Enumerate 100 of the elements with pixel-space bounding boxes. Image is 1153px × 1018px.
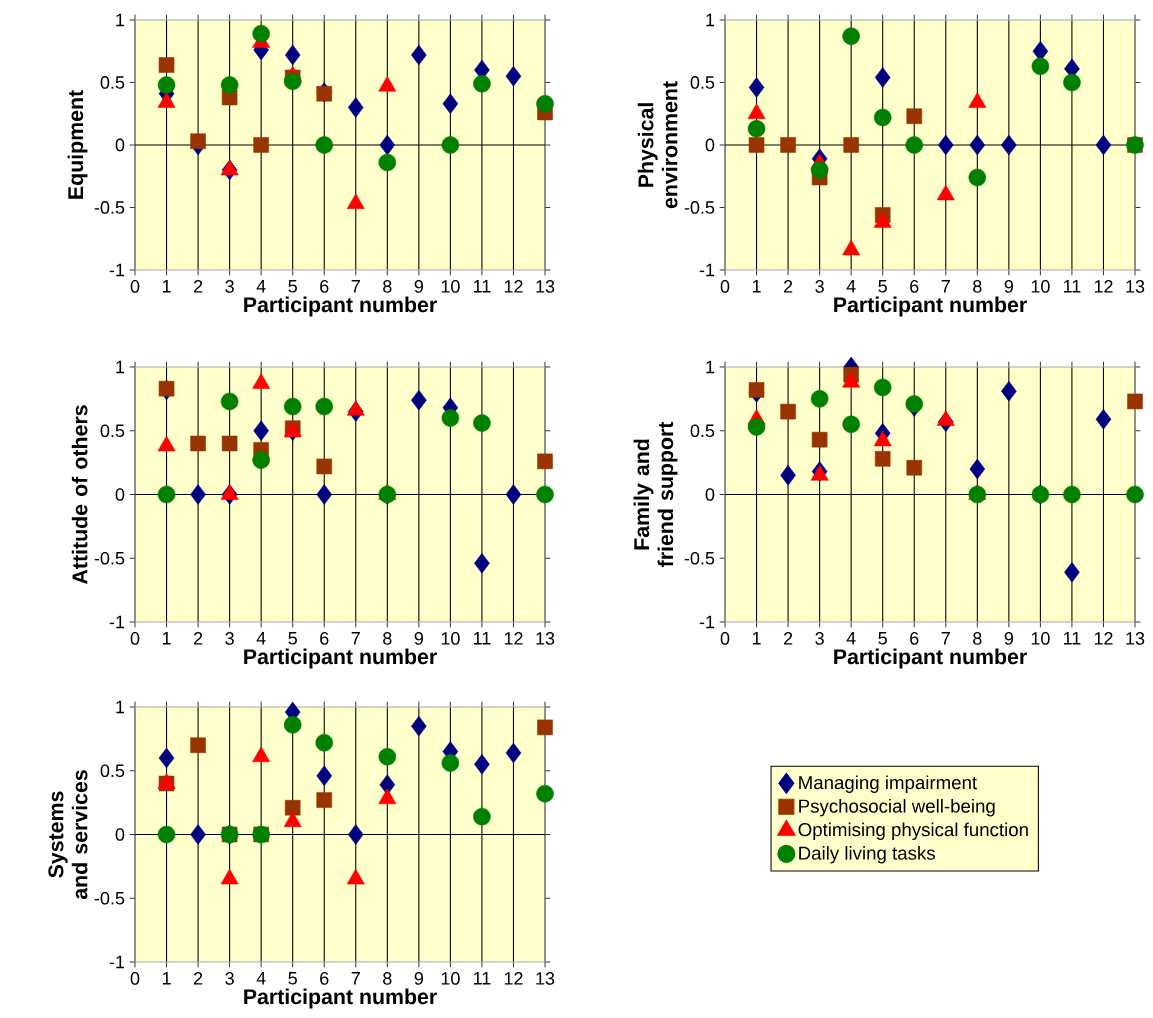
y-tick-label: -0.5	[684, 201, 715, 214]
y-tick-label: -0.5	[684, 551, 715, 565]
x-tick-label: 6	[320, 632, 329, 645]
x-tick-label: 5	[288, 972, 297, 985]
x-tick-label: 6	[910, 632, 919, 645]
y-axis-title: Equipment	[67, 90, 88, 199]
x-tick-label: 6	[320, 972, 329, 985]
x-tick-label: 12	[504, 280, 523, 293]
x-tick-label: 2	[783, 280, 793, 293]
y-tick-label: -0.5	[94, 551, 125, 565]
y-tick-label: 1	[706, 13, 715, 27]
x-tick-label: 0	[130, 280, 140, 293]
x-tick-label: 5	[878, 280, 887, 293]
x-tick-label: 8	[383, 972, 392, 985]
y-tick-label: 0.5	[690, 76, 715, 89]
x-tick-label: 10	[441, 280, 460, 293]
x-tick-label: 5	[288, 632, 297, 645]
y-tick-label: -0.5	[94, 201, 125, 214]
x-tick-label: 8	[383, 280, 392, 293]
x-axis-title: Participant number	[244, 648, 437, 669]
x-tick-label: 9	[414, 972, 423, 985]
x-tick-label: 13	[1126, 280, 1145, 293]
y-tick-label: -0.5	[94, 891, 125, 905]
legend-label: Daily living tasks	[799, 846, 935, 864]
y-tick-label: -1	[699, 263, 715, 277]
x-tick-label: 10	[441, 632, 460, 645]
x-tick-label: 13	[536, 972, 555, 985]
y-tick-label: 0	[705, 138, 715, 152]
y-tick-label: 0.5	[690, 424, 715, 438]
x-tick-label: 9	[414, 280, 423, 293]
y-tick-label: -1	[699, 615, 715, 629]
x-tick-label: 4	[256, 632, 266, 645]
y-tick-label: 0	[115, 828, 125, 841]
y-axis-title: Attitude of others	[71, 405, 88, 585]
x-tick-label: 10	[1031, 632, 1050, 645]
x-tick-label: 0	[720, 632, 730, 645]
y-tick-label: 1	[116, 360, 125, 374]
x-tick-label: 7	[941, 632, 950, 645]
x-tick-label: 0	[130, 632, 140, 645]
x-tick-label: 4	[846, 280, 856, 293]
y-tick-label: -1	[109, 955, 125, 969]
x-tick-label: 3	[225, 280, 234, 293]
x-axis-title: Participant number	[244, 988, 437, 1009]
x-tick-label: 1	[162, 632, 171, 645]
x-tick-label: 11	[473, 972, 491, 985]
x-tick-label: 9	[414, 632, 423, 645]
y-axis-title: Systems and services	[48, 770, 88, 900]
legend-label: Managing impairment	[799, 775, 978, 793]
x-tick-label: 3	[225, 972, 234, 985]
x-tick-label: 12	[504, 972, 523, 985]
legend-label: Psychosocial well-being	[799, 799, 995, 817]
y-tick-label: -1	[109, 263, 125, 277]
y-tick-label: 1	[116, 13, 125, 27]
y-tick-label: 1	[706, 360, 715, 374]
y-tick-label: 0	[115, 488, 125, 501]
x-tick-label: 9	[1004, 280, 1014, 293]
x-tick-label: 5	[288, 280, 297, 293]
y-tick-label: -1	[109, 615, 125, 629]
x-tick-label: 12	[1094, 280, 1113, 293]
x-tick-label: 11	[473, 280, 491, 293]
y-tick-label: 0.5	[100, 424, 125, 438]
x-tick-label: 6	[910, 280, 919, 293]
x-tick-label: 11	[1063, 632, 1081, 645]
x-tick-label: 7	[351, 972, 360, 985]
y-tick-label: 0	[115, 138, 125, 152]
x-tick-label: 4	[256, 280, 266, 293]
x-tick-label: 13	[536, 280, 555, 293]
x-tick-label: 8	[973, 280, 982, 293]
x-tick-label: 3	[815, 280, 824, 293]
x-tick-label: 4	[846, 632, 856, 645]
x-tick-label: 1	[752, 280, 761, 293]
x-tick-label: 7	[351, 280, 360, 293]
x-tick-label: 10	[441, 972, 460, 985]
y-tick-label: 0.5	[100, 764, 125, 778]
x-tick-label: 3	[815, 632, 824, 645]
y-tick-label: 0.5	[100, 76, 125, 89]
x-tick-label: 7	[941, 280, 950, 293]
x-tick-label: 2	[193, 632, 203, 645]
x-tick-label: 5	[878, 632, 887, 645]
x-tick-label: 6	[320, 280, 329, 293]
x-tick-label: 1	[162, 972, 171, 985]
x-tick-label: 13	[536, 632, 555, 645]
x-tick-label: 8	[973, 632, 982, 645]
y-tick-label: 0	[705, 488, 715, 501]
x-tick-label: 11	[473, 632, 491, 645]
x-axis-title: Participant number	[834, 648, 1027, 669]
x-tick-label: 4	[256, 972, 266, 985]
y-axis-title: Family and friend support	[633, 421, 678, 568]
x-tick-label: 2	[193, 972, 203, 985]
x-tick-label: 8	[383, 632, 392, 645]
x-tick-label: 13	[1126, 632, 1145, 645]
x-tick-label: 2	[193, 280, 203, 293]
x-tick-label: 1	[752, 632, 761, 645]
x-tick-label: 1	[162, 280, 171, 293]
x-tick-label: 2	[783, 632, 793, 645]
x-tick-label: 7	[351, 632, 360, 645]
x-tick-label: 9	[1004, 632, 1014, 645]
y-axis-title: Physical environment	[637, 81, 678, 209]
x-tick-label: 12	[1094, 632, 1113, 645]
legend-label: Optimising physical function	[798, 822, 1028, 840]
